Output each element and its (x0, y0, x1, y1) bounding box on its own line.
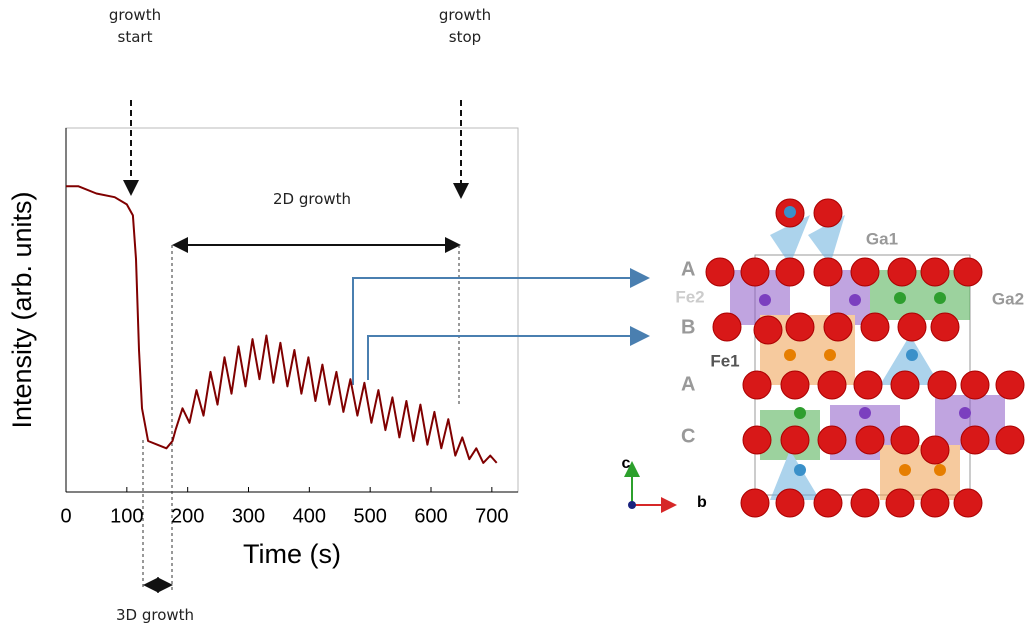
oxygen-atom (860, 312, 890, 342)
oxygen-atom (995, 425, 1025, 455)
polyhedron (808, 215, 845, 265)
cation-atom (906, 349, 918, 361)
crystal-structure (705, 198, 1025, 518)
x-tick-label: 500 (353, 505, 386, 527)
x-tick-label: 600 (414, 505, 447, 527)
oxygen-atom (953, 488, 983, 518)
x-tick-label: 300 (232, 505, 265, 527)
connector (352, 268, 650, 385)
oxygen-atom (813, 257, 843, 287)
oxygen-atom (740, 488, 770, 518)
cation-atom (894, 292, 906, 304)
oxygen-atom (920, 488, 950, 518)
oxygen-atom (953, 257, 983, 287)
oxygen-atom (853, 370, 883, 400)
polyhedron (870, 270, 970, 320)
site-label: Ga1 (866, 229, 898, 248)
cation-atom (794, 464, 806, 476)
oxygen-atom (960, 370, 990, 400)
site-label: Fe2 (675, 287, 704, 306)
oxygen-atom (887, 257, 917, 287)
cation-atom (859, 407, 871, 419)
oxygen-atom (712, 312, 742, 342)
oxygen-atom (890, 425, 920, 455)
x-tick-label: 100 (110, 505, 143, 527)
layer-label: A (681, 258, 695, 280)
layer-label: C (681, 425, 695, 447)
cation-atom (849, 294, 861, 306)
oxygen-atom (775, 257, 805, 287)
x-tick-label: 0 (60, 505, 71, 527)
oxygen-atom (813, 198, 843, 228)
oxygen-atom (785, 312, 815, 342)
oxygen-atom (920, 257, 950, 287)
cation-atom (824, 349, 836, 361)
axis-label: b (697, 494, 707, 511)
polyhedron (770, 215, 810, 265)
site-label: Ga2 (992, 289, 1024, 308)
oxygen-atom (780, 425, 810, 455)
cation-atom (934, 464, 946, 476)
oxygen-atom (995, 370, 1025, 400)
oxygen-atom (960, 425, 990, 455)
oxygen-atom (823, 312, 853, 342)
y-axis-title: Intensity (arb. units) (7, 191, 37, 428)
oxygen-atom (855, 425, 885, 455)
cation-atom (759, 294, 771, 306)
cation-atom (959, 407, 971, 419)
oxygen-atom (740, 257, 770, 287)
cation-atom (934, 292, 946, 304)
x-tick-label: 200 (171, 505, 204, 527)
oxygen-atom (930, 312, 960, 342)
oxygen-atom (920, 435, 950, 465)
cation-atom (899, 464, 911, 476)
oxygen-atom (742, 370, 772, 400)
data-line (66, 185, 498, 464)
connector (367, 326, 650, 380)
layer-label: A (681, 373, 695, 395)
polyhedron (770, 450, 820, 500)
oxygen-atom (885, 488, 915, 518)
annotation: growth stop (438, 6, 492, 46)
plot-frame (65, 127, 519, 493)
x-axis-title: Time (s) (243, 539, 341, 569)
oxygen-atom (890, 370, 920, 400)
annotation: 3D growth (115, 606, 195, 624)
oxygen-atom (850, 257, 880, 287)
site-label: Fe1 (710, 351, 739, 370)
axis-origin (628, 501, 636, 509)
oxygen-atom (817, 425, 847, 455)
oxygen-atom (705, 257, 735, 287)
x-tick-label: 700 (475, 505, 508, 527)
cation-atom (784, 206, 796, 218)
oxygen-atom (753, 315, 783, 345)
x-tick-label: 400 (293, 505, 326, 527)
annotation: 2D growth (272, 190, 352, 208)
layer-label: B (681, 316, 695, 338)
cation-atom (784, 349, 796, 361)
oxygen-atom (897, 312, 927, 342)
oxygen-atom (927, 370, 957, 400)
oxygen-atom (775, 488, 805, 518)
oxygen-atom (850, 488, 880, 518)
cation-atom (794, 407, 806, 419)
oxygen-atom (813, 488, 843, 518)
annotation: growth start (108, 6, 162, 46)
oxygen-atom (780, 370, 810, 400)
oxygen-atom (742, 425, 772, 455)
axis-label: c (622, 455, 631, 472)
oxygen-atom (817, 370, 847, 400)
